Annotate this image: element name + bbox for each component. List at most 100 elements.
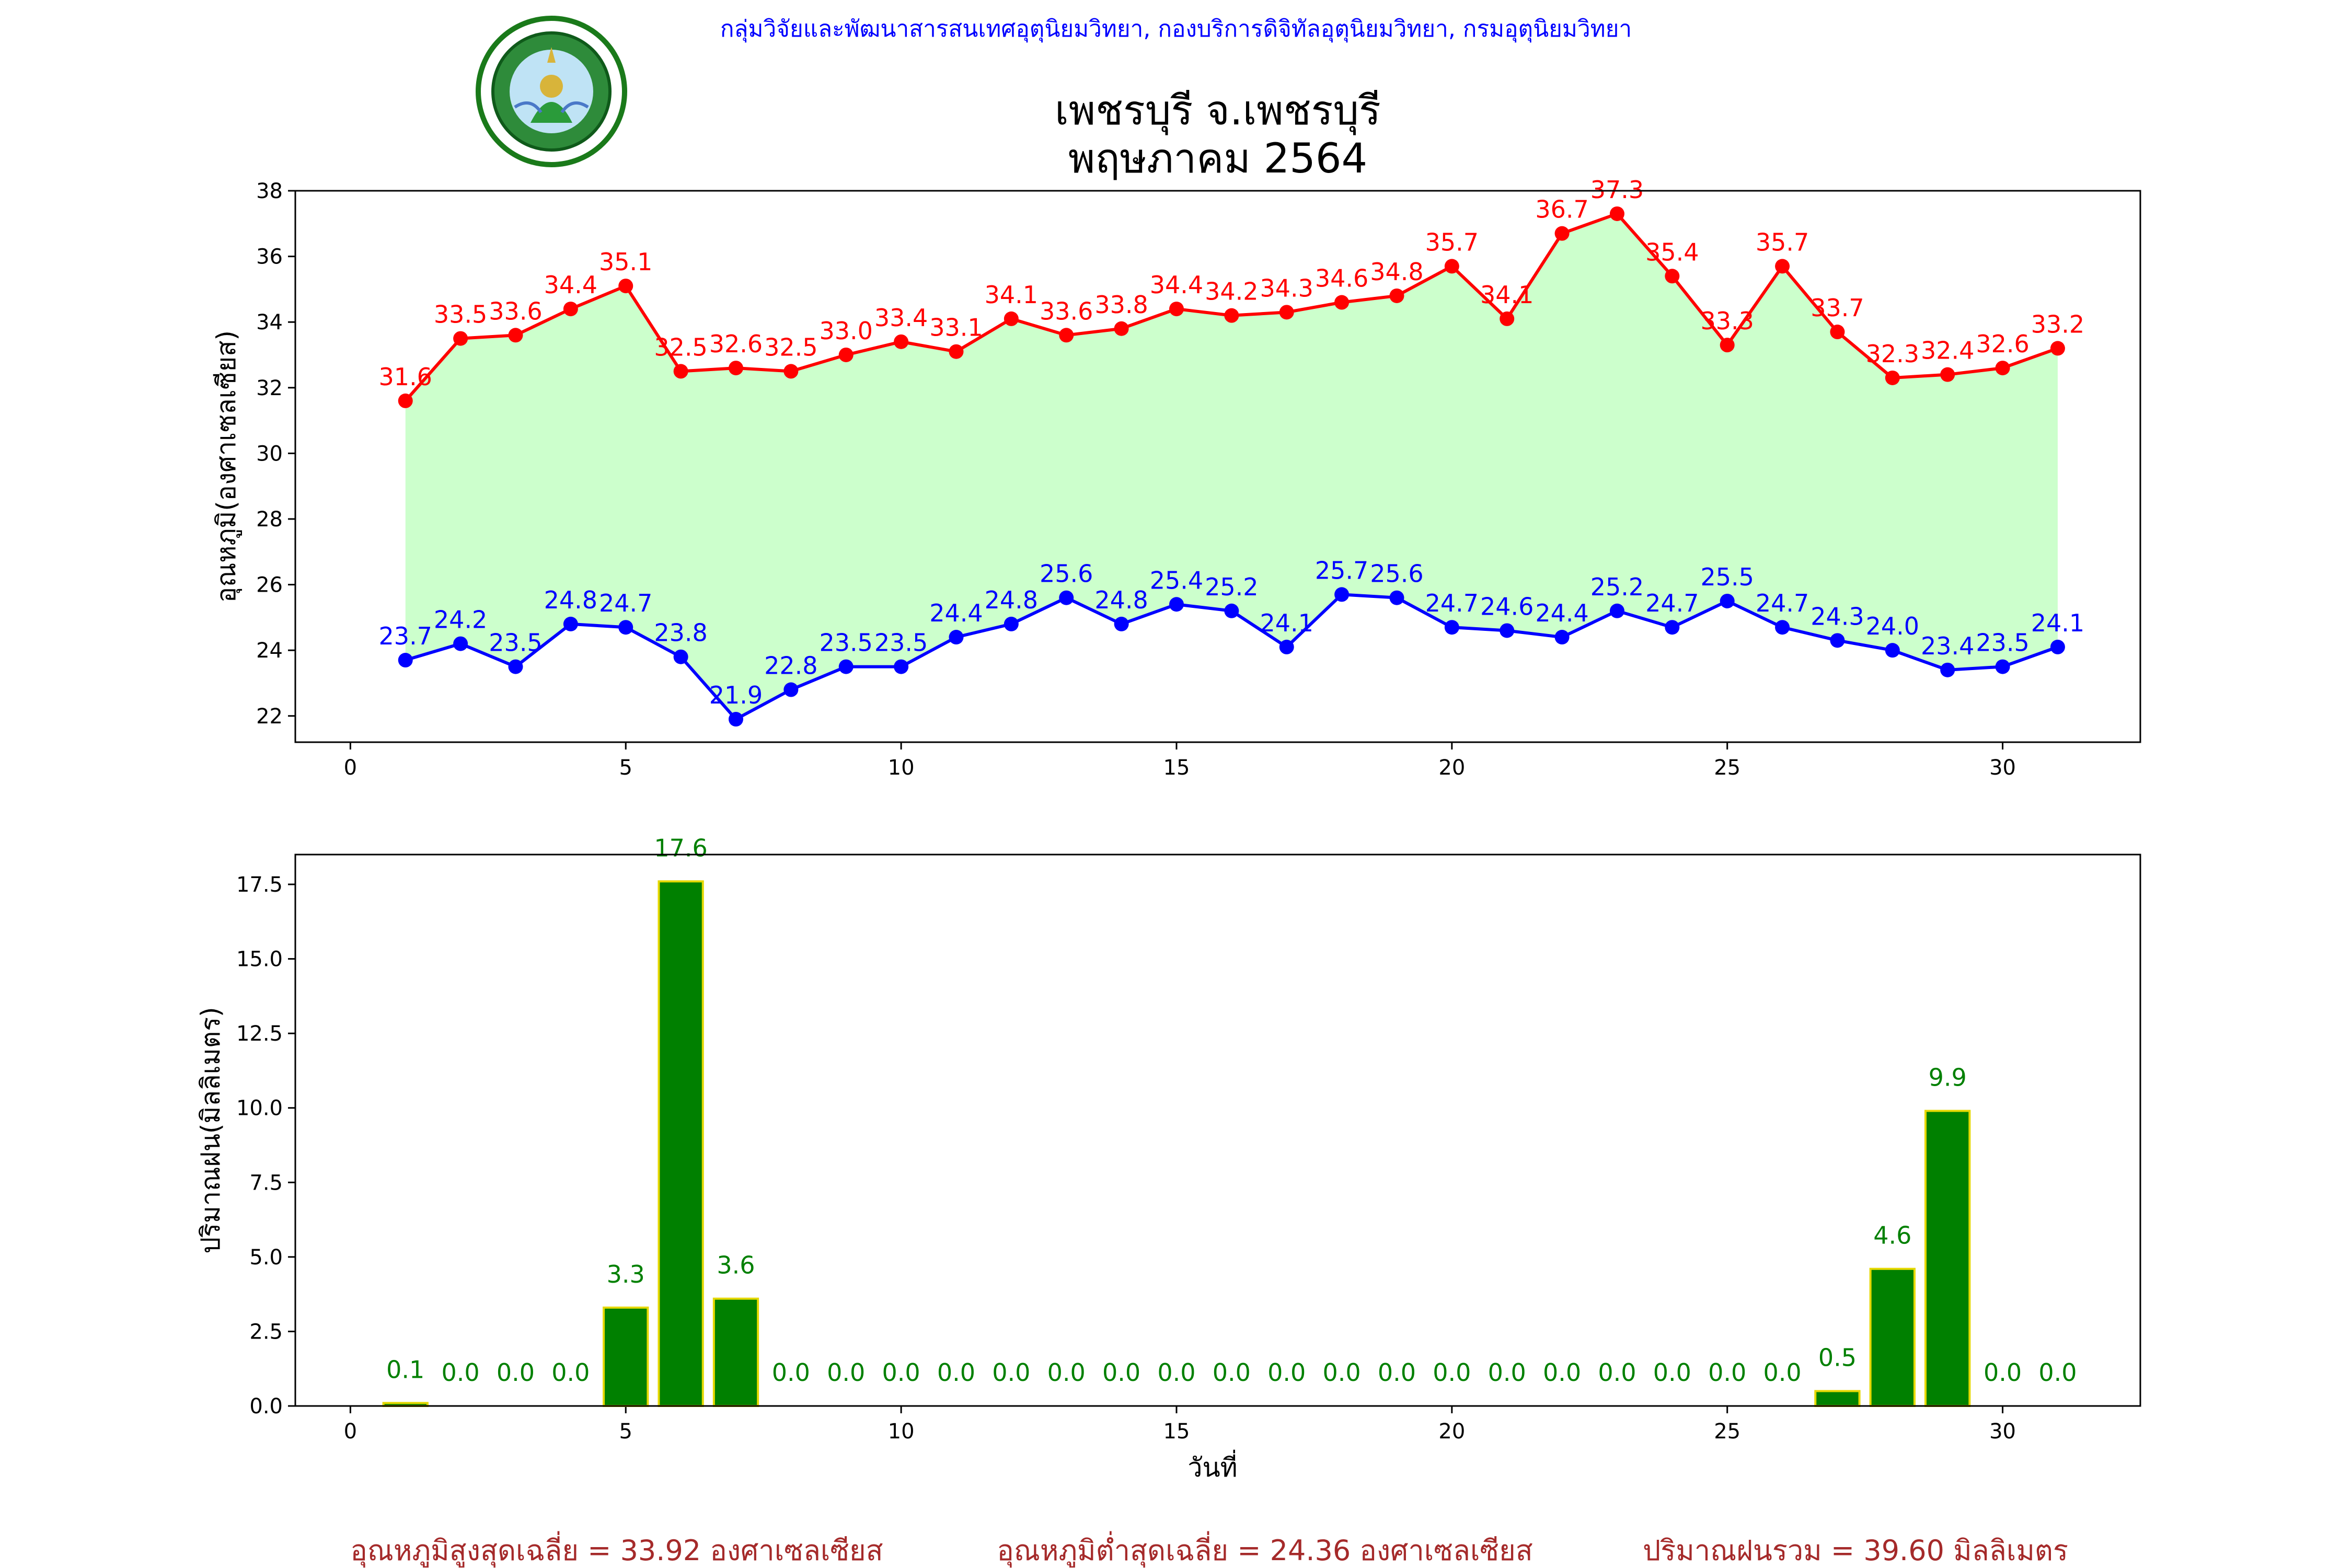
rainfall-value-label: 0.0	[1488, 1358, 1526, 1387]
footer-avg-max: อุณหภูมิสูงสุดเฉลี่ย = 33.92 องศาเซลเซีย…	[350, 1531, 883, 1568]
min-temperature-value-label: 25.2	[1590, 573, 1644, 601]
y-tick-label: 17.5	[236, 873, 283, 897]
max-temperature-point	[508, 328, 523, 343]
min-temperature-point	[1500, 623, 1515, 638]
max-temperature-value-label: 35.7	[1756, 228, 1809, 256]
max-temperature-point	[618, 279, 633, 294]
min-temperature-point	[1224, 603, 1239, 618]
max-temperature-point	[1169, 302, 1184, 317]
max-temperature-value-label: 32.6	[1976, 330, 2029, 358]
max-temperature-value-label: 34.6	[1315, 264, 1368, 293]
max-temperature-point	[1940, 367, 1955, 382]
max-temperature-value-label: 33.8	[1094, 291, 1148, 319]
min-temperature-value-label: 22.8	[764, 652, 817, 680]
y-tick-label: 36	[256, 245, 283, 269]
max-temperature-point	[1004, 311, 1019, 326]
min-temperature-point	[1720, 593, 1735, 608]
max-temperature-point	[1114, 321, 1129, 336]
x-tick-label: 5	[619, 1420, 632, 1444]
rainfall-value-label: 0.0	[1102, 1358, 1140, 1387]
rainfall-value-label: 0.0	[827, 1358, 865, 1387]
min-temperature-value-label: 25.4	[1150, 566, 1203, 594]
temperature-range-fill	[405, 213, 2058, 720]
min-temperature-point	[1444, 620, 1459, 635]
min-temperature-point	[1389, 590, 1404, 605]
x-tick-label: 20	[1438, 756, 1465, 780]
max-temperature-value-label: 32.3	[1866, 340, 1919, 368]
min-temperature-point	[1059, 590, 1074, 605]
min-temperature-value-label: 24.7	[599, 589, 652, 617]
rainfall-chart: 0.0 2.5 5.0 7.5 10.0 12.5 15.0 17.5 0 5 10 15 20 25 3…	[195, 834, 2141, 1483]
max-temperature-value-label: 34.2	[1205, 278, 1258, 306]
x-tick-label: 10	[888, 1420, 915, 1444]
min-temperature-point	[1609, 603, 1624, 618]
min-temperature-value-label: 25.7	[1315, 556, 1368, 584]
max-temperature-point	[1554, 226, 1570, 241]
x-tick-label: 25	[1714, 1420, 1740, 1444]
min-temperature-point	[894, 659, 909, 674]
y-tick-label: 10.0	[236, 1097, 283, 1121]
rainfall-value-label: 0.0	[1543, 1358, 1581, 1387]
y-tick-label: 7.5	[249, 1171, 283, 1195]
max-temperature-point	[1279, 305, 1294, 320]
rainfall-value-label: 0.0	[1708, 1358, 1746, 1387]
max-temperature-point	[1830, 325, 1845, 340]
rainfall-value-label: 0.1	[386, 1355, 424, 1383]
x-tick-label: 15	[1163, 756, 1190, 780]
min-temperature-point	[1334, 587, 1350, 602]
max-temperature-point	[1389, 288, 1404, 303]
min-temperature-point	[2050, 639, 2065, 654]
max-temperature-points	[398, 206, 2065, 408]
min-temperature-value-label: 24.7	[1756, 589, 1809, 617]
chart-title-line1: เพชรบุรี จ.เพชรบุรี	[1055, 87, 1381, 135]
max-temperature-value-label: 33.3	[1700, 307, 1754, 335]
rainfall-value-label: 0.0	[1213, 1358, 1251, 1387]
rainfall-bar	[603, 1306, 649, 1407]
min-temperature-value-label: 24.4	[1535, 599, 1588, 627]
y-tick-label: 28	[256, 508, 283, 532]
max-temperature-point	[453, 331, 468, 346]
min-temperature-point	[1554, 630, 1570, 645]
max-temperature-point	[783, 364, 799, 379]
max-temperature-value-label: 35.1	[599, 248, 652, 276]
temperature-y-axis: 22 24 26 28 30 32 34 36 38	[256, 179, 295, 729]
rainfall-value-label: 0.0	[1047, 1358, 1086, 1387]
max-temperature-value-label: 33.0	[820, 317, 873, 345]
rainfall-value-label: 0.0	[551, 1358, 590, 1387]
max-temperature-value-label: 34.1	[1480, 281, 1534, 309]
rainfall-bars	[382, 880, 1971, 1408]
max-temperature-value-label: 34.4	[1150, 271, 1203, 299]
y-tick-label: 32	[256, 376, 283, 400]
min-temperature-value-label: 25.5	[1700, 563, 1754, 591]
rainfall-value-label: 0.0	[497, 1358, 535, 1387]
min-temperature-value-label: 24.1	[1260, 609, 1313, 637]
min-temperature-value-label: 24.7	[1645, 589, 1699, 617]
min-temperature-point	[508, 659, 523, 674]
max-temperature-point	[1444, 259, 1459, 274]
department-logo	[476, 16, 627, 167]
min-temperature-point	[1169, 597, 1184, 612]
max-temperature-point	[1500, 311, 1515, 326]
max-temperature-value-label: 34.8	[1370, 258, 1423, 286]
max-temperature-point	[563, 302, 578, 317]
rainfall-value-label: 0.0	[1433, 1358, 1471, 1387]
temperature-chart: 22 24 26 28 30 32 34 36 38 0 5 10 15 20 25 30 31.6 33.5…	[211, 176, 2141, 780]
max-temperature-point	[1665, 269, 1680, 284]
rainfall-y-axis: 0.0 2.5 5.0 7.5 10.0 12.5 15.0 17.5	[236, 873, 295, 1419]
max-temperature-value-label: 32.5	[764, 333, 817, 361]
rainfall-bar	[1869, 1267, 1916, 1408]
rainfall-x-label: วันที่	[1187, 1450, 1237, 1483]
max-temperature-point	[949, 344, 964, 359]
max-temperature-point	[1720, 338, 1735, 353]
rainfall-value-label: 0.0	[1378, 1358, 1416, 1387]
max-temperature-point	[1609, 206, 1624, 221]
max-temperature-value-label: 32.4	[1921, 337, 1974, 365]
y-tick-label: 0.0	[249, 1394, 283, 1419]
rainfall-value-label: 0.0	[1323, 1358, 1361, 1387]
min-temperature-point	[1885, 643, 1900, 658]
min-temperature-point	[398, 653, 413, 668]
min-temperature-point	[453, 636, 468, 651]
max-temperature-value-label: 33.7	[1811, 294, 1864, 322]
max-temperature-value-label: 35.4	[1645, 238, 1699, 266]
max-temperature-point	[728, 361, 743, 376]
